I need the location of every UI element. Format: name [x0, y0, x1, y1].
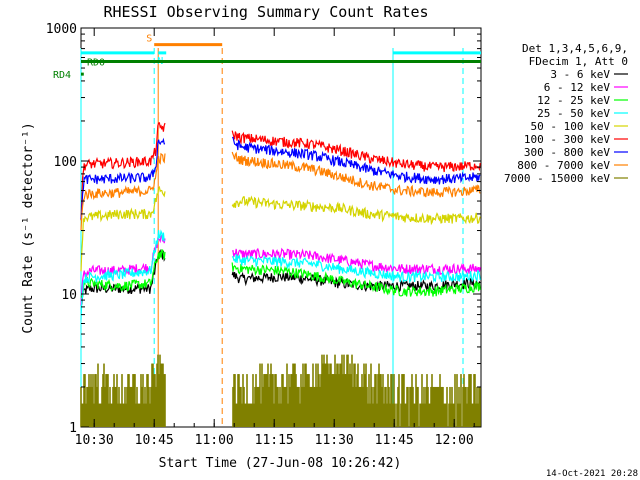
series-lines — [80, 122, 481, 427]
y-tick-label: 1000 — [46, 22, 77, 37]
plot-frame — [80, 27, 482, 428]
x-tick-label: 11:00 — [195, 433, 234, 448]
legend-label: 25 - 50 keV — [537, 107, 610, 120]
state-label-s: S — [146, 34, 152, 45]
legend-label: 100 - 300 keV — [524, 133, 610, 146]
series-line-2 — [80, 249, 481, 299]
chart-title: RHESSI Observing Summary Count Rates — [103, 3, 428, 21]
legend-label: 7000 - 15000 keV — [504, 172, 610, 185]
footer-timestamp: 14-Oct-2021 20:28 — [546, 469, 638, 479]
y-tick-label: 1 — [69, 421, 77, 436]
legend-label: 3 - 6 keV — [550, 68, 610, 81]
legend-header: FDecim 1, Att 0 — [529, 55, 628, 68]
legend: Det 1,3,4,5,6,9,FDecim 1, Att 03 - 6 keV… — [504, 42, 628, 185]
x-tick-label: 11:30 — [315, 433, 354, 448]
y-axis-label: Count Rate (s⁻¹ detector⁻¹) — [21, 122, 36, 333]
axes: 10:30 10:45 11:00 11:15 11:30 11:45 12:00 1 10 10… — [46, 22, 481, 448]
y-tick-label: 100 — [54, 155, 77, 170]
legend-label: 50 - 100 keV — [531, 120, 611, 133]
state-label-rd4: RD4 — [53, 70, 71, 81]
series-line-6 — [80, 136, 481, 219]
legend-label: 12 - 25 keV — [537, 94, 610, 107]
series-line-3 — [80, 229, 481, 320]
legend-label: 6 - 12 keV — [544, 81, 611, 94]
state-label-rd0: RD0 — [87, 57, 105, 68]
legend-header: Det 1,3,4,5,6,9, — [522, 42, 628, 55]
x-axis-label: Start Time (27-Jun-08 10:26:42) — [159, 456, 402, 471]
series-line-5 — [80, 122, 481, 221]
x-tick-label: 11:45 — [375, 433, 414, 448]
state-bars: SNRD0RD4 — [53, 34, 481, 81]
legend-label: 300 - 800 keV — [524, 146, 610, 159]
x-tick-label: 12:00 — [435, 433, 474, 448]
x-tick-label: 10:45 — [135, 433, 174, 448]
x-tick-label: 10:30 — [75, 433, 114, 448]
series-line-4 — [80, 185, 481, 272]
series-line-7 — [80, 151, 481, 231]
plot-area — [80, 27, 482, 428]
x-tick-label: 11:15 — [255, 433, 294, 448]
y-tick-label: 10 — [61, 288, 77, 303]
legend-label: 800 - 7000 keV — [517, 159, 610, 172]
